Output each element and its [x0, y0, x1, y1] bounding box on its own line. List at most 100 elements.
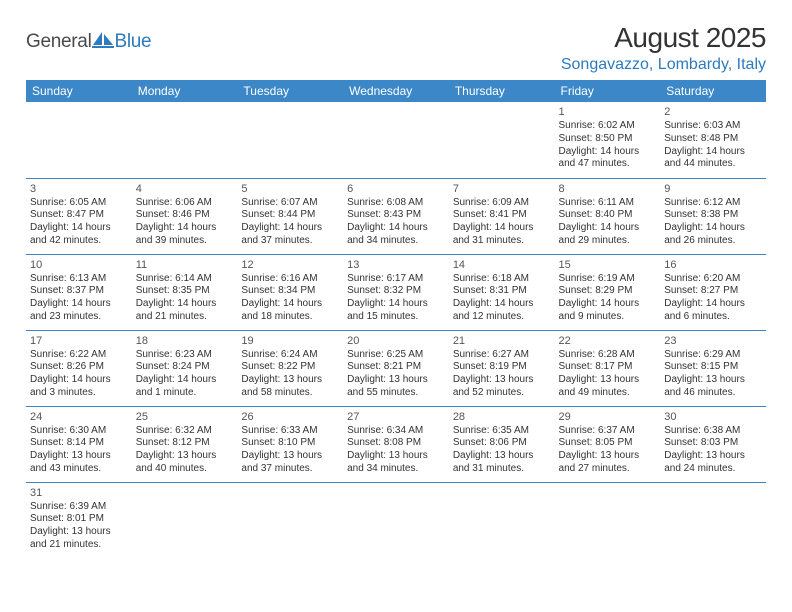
weekday-header: Thursday: [449, 80, 555, 102]
daylight-line: Daylight: 13 hours and 31 minutes.: [453, 450, 551, 476]
day-number: 30: [664, 410, 762, 424]
sunset-line: Sunset: 8:43 PM: [347, 209, 445, 222]
sunrise-line: Sunrise: 6:25 AM: [347, 349, 445, 362]
day-number: 5: [241, 182, 339, 196]
weekday-header: Wednesday: [343, 80, 449, 102]
sunrise-line: Sunrise: 6:05 AM: [30, 197, 128, 210]
weekday-header: Sunday: [26, 80, 132, 102]
calendar-cell: [449, 482, 555, 558]
calendar-table: Sunday Monday Tuesday Wednesday Thursday…: [26, 80, 766, 558]
day-number: 27: [347, 410, 445, 424]
calendar-cell: 3Sunrise: 6:05 AMSunset: 8:47 PMDaylight…: [26, 178, 132, 254]
sunrise-line: Sunrise: 6:24 AM: [241, 349, 339, 362]
sunrise-line: Sunrise: 6:27 AM: [453, 349, 551, 362]
daylight-line: Daylight: 13 hours and 43 minutes.: [30, 450, 128, 476]
sunrise-line: Sunrise: 6:14 AM: [136, 273, 234, 286]
calendar-cell: 18Sunrise: 6:23 AMSunset: 8:24 PMDayligh…: [132, 330, 238, 406]
sunrise-line: Sunrise: 6:07 AM: [241, 197, 339, 210]
calendar-cell: 5Sunrise: 6:07 AMSunset: 8:44 PMDaylight…: [237, 178, 343, 254]
sunset-line: Sunset: 8:46 PM: [136, 209, 234, 222]
daylight-line: Daylight: 14 hours and 44 minutes.: [664, 146, 762, 172]
calendar-cell: [343, 102, 449, 178]
calendar-cell: 17Sunrise: 6:22 AMSunset: 8:26 PMDayligh…: [26, 330, 132, 406]
sunset-line: Sunset: 8:15 PM: [664, 361, 762, 374]
calendar-row: 10Sunrise: 6:13 AMSunset: 8:37 PMDayligh…: [26, 254, 766, 330]
daylight-line: Daylight: 14 hours and 9 minutes.: [559, 298, 657, 324]
calendar-cell: 6Sunrise: 6:08 AMSunset: 8:43 PMDaylight…: [343, 178, 449, 254]
daylight-line: Daylight: 14 hours and 1 minute.: [136, 374, 234, 400]
day-number: 25: [136, 410, 234, 424]
daylight-line: Daylight: 14 hours and 34 minutes.: [347, 222, 445, 248]
daylight-line: Daylight: 13 hours and 46 minutes.: [664, 374, 762, 400]
daylight-line: Daylight: 14 hours and 21 minutes.: [136, 298, 234, 324]
sunset-line: Sunset: 8:19 PM: [453, 361, 551, 374]
day-number: 9: [664, 182, 762, 196]
daylight-line: Daylight: 14 hours and 18 minutes.: [241, 298, 339, 324]
calendar-cell: [343, 482, 449, 558]
day-number: 8: [559, 182, 657, 196]
day-number: 22: [559, 334, 657, 348]
calendar-cell: [449, 102, 555, 178]
sunrise-line: Sunrise: 6:30 AM: [30, 425, 128, 438]
sunrise-line: Sunrise: 6:35 AM: [453, 425, 551, 438]
brand-name-2: Blue: [115, 31, 152, 53]
sunset-line: Sunset: 8:10 PM: [241, 437, 339, 450]
sunrise-line: Sunrise: 6:16 AM: [241, 273, 339, 286]
sunset-line: Sunset: 8:17 PM: [559, 361, 657, 374]
day-number: 16: [664, 258, 762, 272]
sunrise-line: Sunrise: 6:08 AM: [347, 197, 445, 210]
sunset-line: Sunset: 8:27 PM: [664, 285, 762, 298]
sunset-line: Sunset: 8:35 PM: [136, 285, 234, 298]
month-title: August 2025: [561, 22, 766, 54]
sunset-line: Sunset: 8:32 PM: [347, 285, 445, 298]
day-number: 7: [453, 182, 551, 196]
calendar-cell: 25Sunrise: 6:32 AMSunset: 8:12 PMDayligh…: [132, 406, 238, 482]
daylight-line: Daylight: 14 hours and 29 minutes.: [559, 222, 657, 248]
sunrise-line: Sunrise: 6:38 AM: [664, 425, 762, 438]
sunrise-line: Sunrise: 6:37 AM: [559, 425, 657, 438]
day-number: 17: [30, 334, 128, 348]
calendar-cell: 15Sunrise: 6:19 AMSunset: 8:29 PMDayligh…: [555, 254, 661, 330]
sunrise-line: Sunrise: 6:28 AM: [559, 349, 657, 362]
sunrise-line: Sunrise: 6:09 AM: [453, 197, 551, 210]
calendar-cell: 21Sunrise: 6:27 AMSunset: 8:19 PMDayligh…: [449, 330, 555, 406]
sunset-line: Sunset: 8:01 PM: [30, 513, 128, 526]
weekday-header: Monday: [132, 80, 238, 102]
sunrise-line: Sunrise: 6:12 AM: [664, 197, 762, 210]
sunset-line: Sunset: 8:14 PM: [30, 437, 128, 450]
calendar-row: 31Sunrise: 6:39 AMSunset: 8:01 PMDayligh…: [26, 482, 766, 558]
daylight-line: Daylight: 13 hours and 21 minutes.: [30, 526, 128, 552]
sunset-line: Sunset: 8:29 PM: [559, 285, 657, 298]
daylight-line: Daylight: 14 hours and 26 minutes.: [664, 222, 762, 248]
brand-name-1: General: [26, 31, 92, 53]
day-number: 21: [453, 334, 551, 348]
calendar-cell: 27Sunrise: 6:34 AMSunset: 8:08 PMDayligh…: [343, 406, 449, 482]
daylight-line: Daylight: 13 hours and 40 minutes.: [136, 450, 234, 476]
calendar-cell: 16Sunrise: 6:20 AMSunset: 8:27 PMDayligh…: [660, 254, 766, 330]
sunset-line: Sunset: 8:44 PM: [241, 209, 339, 222]
daylight-line: Daylight: 14 hours and 42 minutes.: [30, 222, 128, 248]
sunset-line: Sunset: 8:40 PM: [559, 209, 657, 222]
daylight-line: Daylight: 14 hours and 6 minutes.: [664, 298, 762, 324]
day-number: 15: [559, 258, 657, 272]
day-number: 2: [664, 105, 762, 119]
calendar-cell: 23Sunrise: 6:29 AMSunset: 8:15 PMDayligh…: [660, 330, 766, 406]
calendar-cell: 26Sunrise: 6:33 AMSunset: 8:10 PMDayligh…: [237, 406, 343, 482]
sunset-line: Sunset: 8:08 PM: [347, 437, 445, 450]
sunset-line: Sunset: 8:24 PM: [136, 361, 234, 374]
day-number: 24: [30, 410, 128, 424]
calendar-cell: [660, 482, 766, 558]
day-number: 6: [347, 182, 445, 196]
day-number: 29: [559, 410, 657, 424]
calendar-cell: [237, 102, 343, 178]
day-number: 28: [453, 410, 551, 424]
calendar-cell: [26, 102, 132, 178]
sunrise-line: Sunrise: 6:06 AM: [136, 197, 234, 210]
sunset-line: Sunset: 8:06 PM: [453, 437, 551, 450]
sunset-line: Sunset: 8:05 PM: [559, 437, 657, 450]
sunset-line: Sunset: 8:22 PM: [241, 361, 339, 374]
calendar-cell: 31Sunrise: 6:39 AMSunset: 8:01 PMDayligh…: [26, 482, 132, 558]
day-number: 10: [30, 258, 128, 272]
calendar-cell: 2Sunrise: 6:03 AMSunset: 8:48 PMDaylight…: [660, 102, 766, 178]
sunrise-line: Sunrise: 6:39 AM: [30, 501, 128, 514]
